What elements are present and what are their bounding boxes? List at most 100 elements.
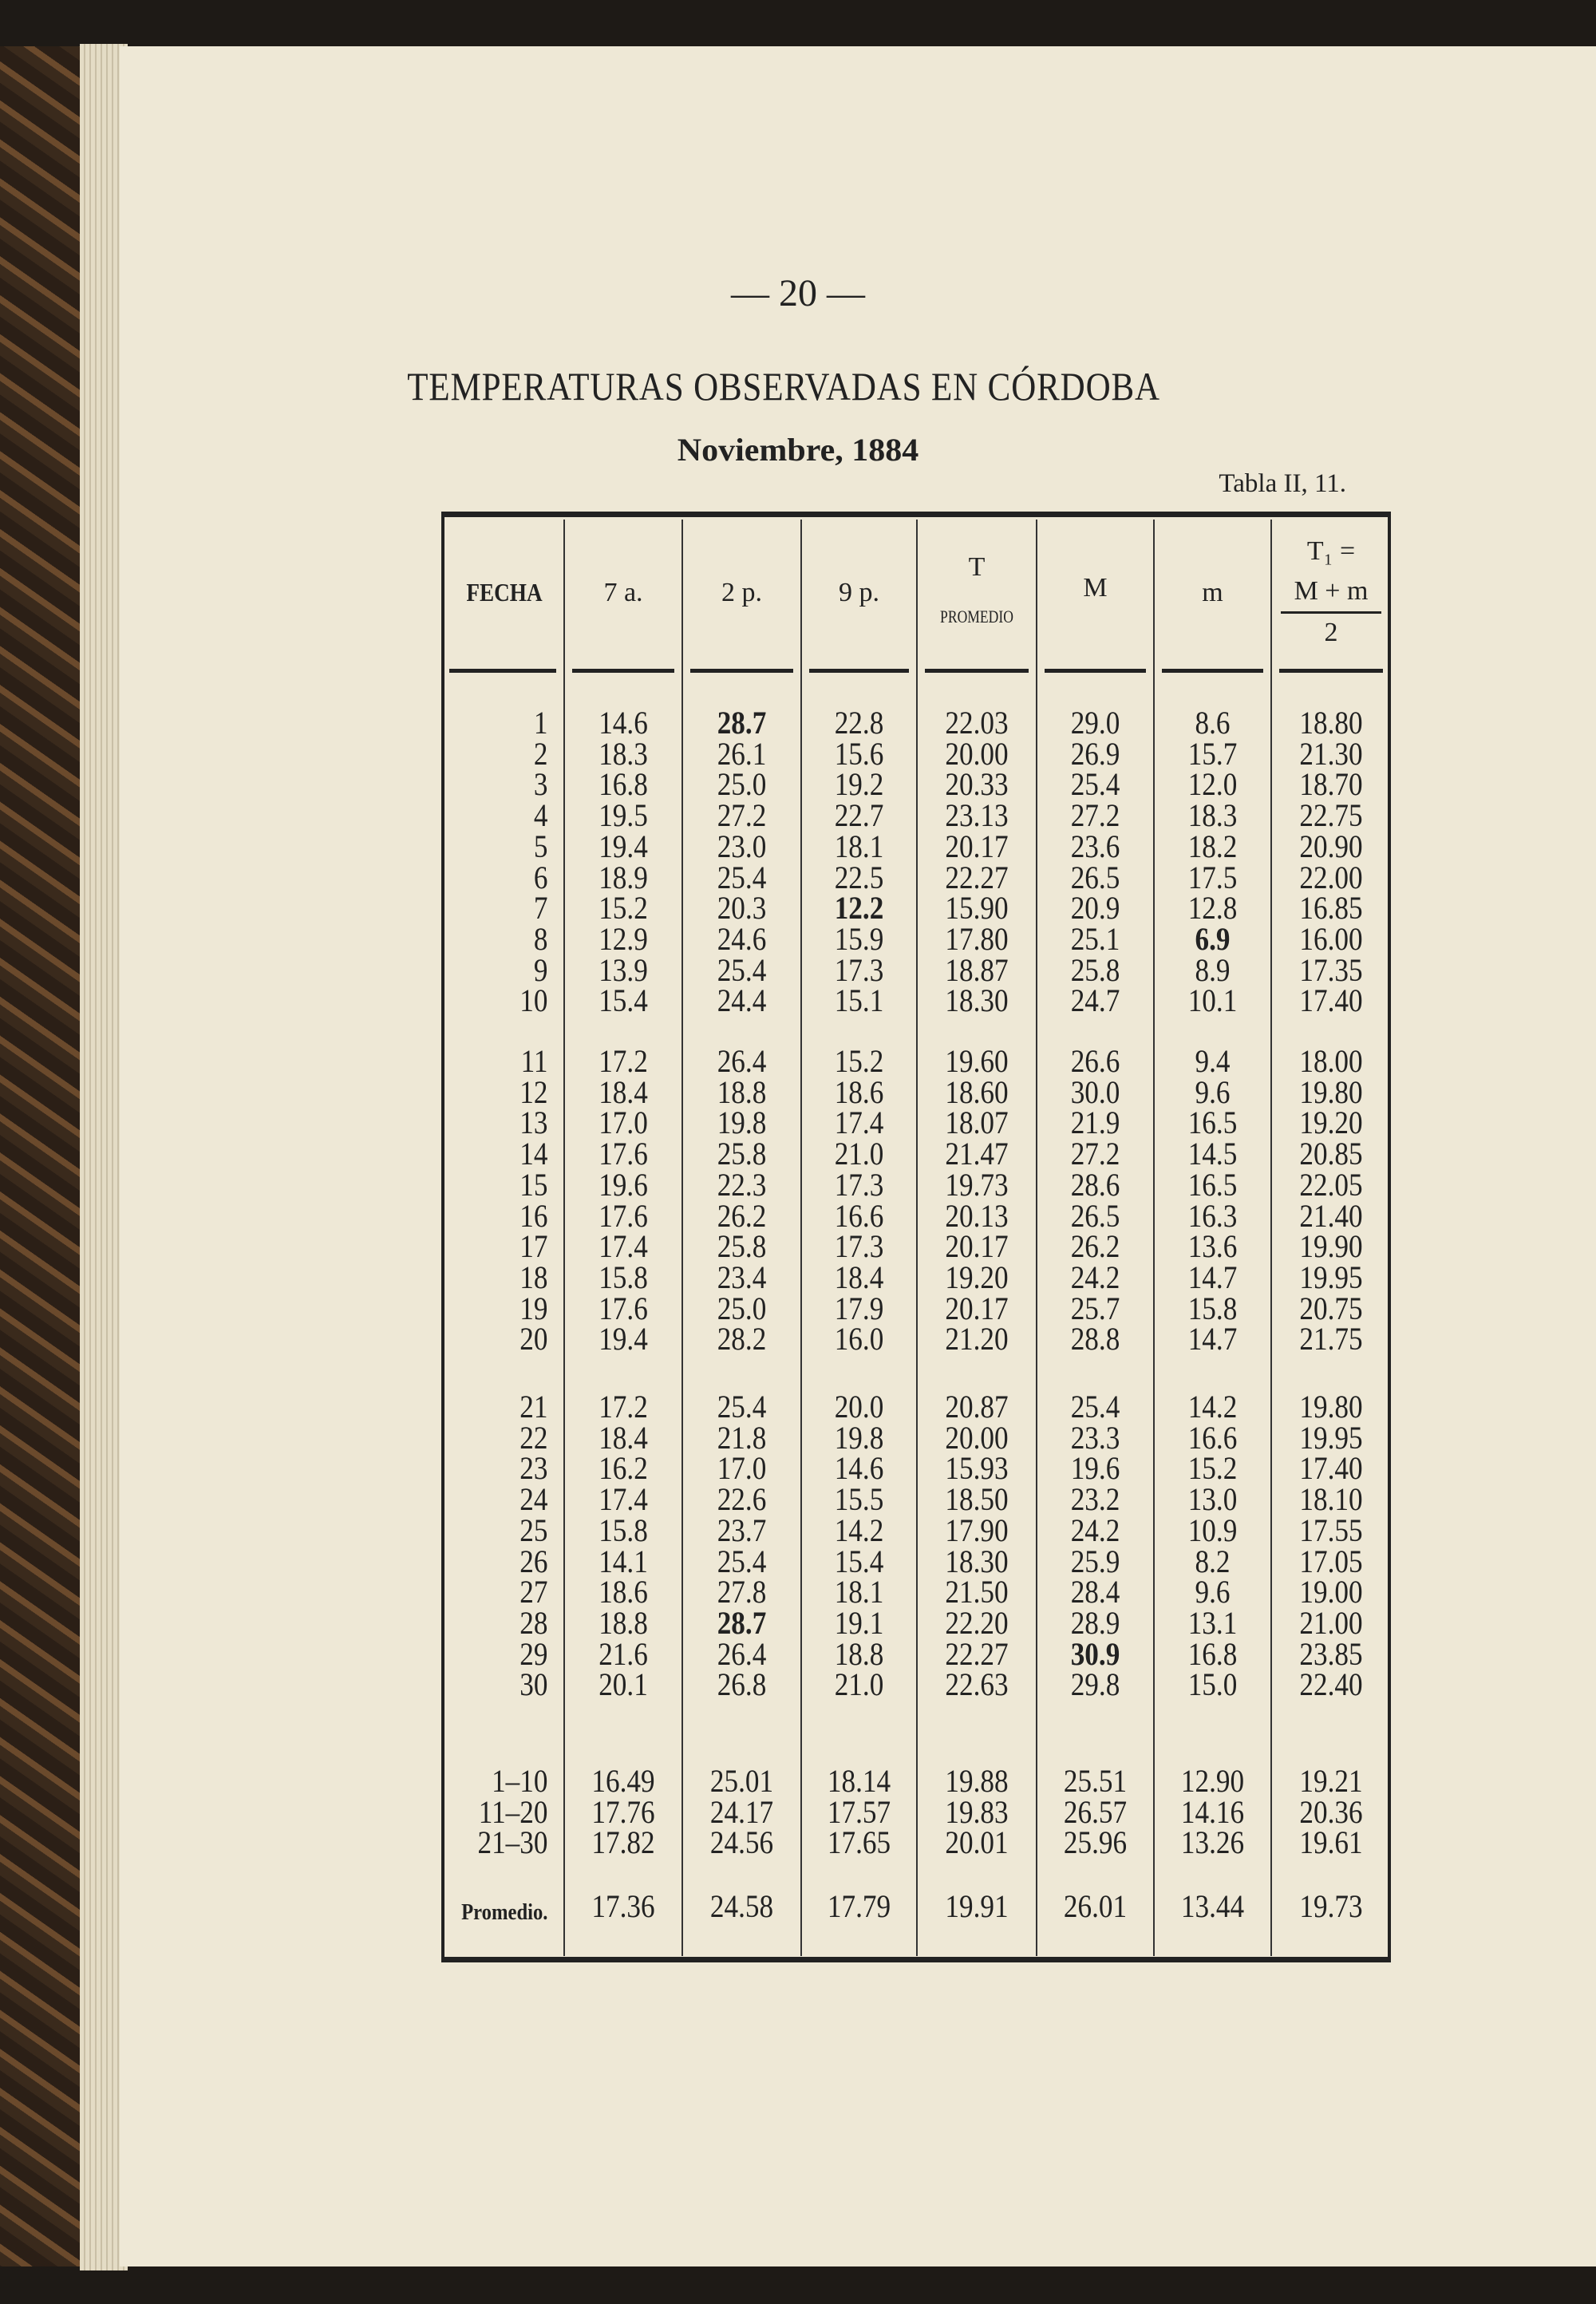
cell-value: 20.17: [945, 1228, 1009, 1264]
cell-value: 19.5: [598, 797, 648, 833]
cell-value: 17.5: [1187, 860, 1238, 895]
cell-value: 19.90: [1299, 1228, 1363, 1264]
cell-value: 21.47: [945, 1136, 1009, 1172]
cell-fecha: 11–20: [478, 1794, 548, 1830]
cell-fecha: 23: [519, 1450, 548, 1486]
cell-value: 28.7: [717, 1605, 767, 1641]
cell-value: 20.75: [1299, 1290, 1363, 1326]
cell-fecha: 11: [520, 1043, 548, 1079]
cell-value: 13.9: [598, 952, 648, 988]
header-9p: 9 p.: [839, 578, 879, 607]
cell-fecha: 16: [519, 1198, 548, 1234]
cell-value: 19.2: [834, 766, 884, 802]
cell-value: 27.2: [1070, 797, 1120, 833]
cell-fecha: Promedio.: [461, 1900, 548, 1925]
cell-value: 18.1: [834, 828, 884, 864]
cell-value: 24.7: [1070, 982, 1120, 1018]
cell-value: 27.2: [1070, 1136, 1120, 1172]
cell-value: 9.4: [1195, 1043, 1231, 1079]
cell-fecha: 3: [533, 766, 548, 802]
cell-value: 26.8: [717, 1666, 767, 1702]
cell-value: 23.0: [717, 828, 767, 864]
cell-value: 25.01: [709, 1763, 774, 1799]
cell-value: 18.07: [945, 1105, 1009, 1140]
cell-value: 17.2: [598, 1043, 648, 1079]
cell-value: 17.6: [598, 1198, 648, 1234]
cell-value: 19.20: [945, 1259, 1009, 1295]
cell-value: 14.16: [1180, 1794, 1245, 1830]
cell-value: 24.2: [1070, 1259, 1120, 1295]
cell-value: 14.6: [598, 705, 648, 741]
cell-value: 13.44: [1180, 1888, 1245, 1924]
cell-value: 19.1: [834, 1605, 884, 1641]
cell-value: 26.5: [1070, 1198, 1120, 1234]
cell-value: 16.85: [1299, 890, 1363, 926]
header-min: m: [1202, 578, 1223, 607]
cell-value: 25.8: [1070, 952, 1120, 988]
cell-value: 17.3: [834, 1228, 884, 1264]
cell-fecha: 26: [519, 1543, 548, 1579]
cell-value: 20.87: [945, 1389, 1009, 1425]
cell-value: 21.20: [945, 1321, 1009, 1357]
cell-value: 18.60: [945, 1074, 1009, 1110]
cell-value: 19.73: [1299, 1888, 1363, 1924]
cell-value: 19.73: [945, 1167, 1009, 1203]
cell-fecha: 15: [519, 1167, 548, 1203]
cell-value: 25.4: [1070, 1389, 1120, 1425]
cell-value: 27.2: [717, 797, 767, 833]
header-rule: [809, 669, 909, 673]
page-title: TEMPERATURAS OBSERVADAS EN CÓRDOBA: [407, 364, 1160, 409]
cell-value: 18.2: [1187, 828, 1238, 864]
cell-value: 23.85: [1299, 1636, 1363, 1672]
cell-value: 26.1: [717, 736, 767, 772]
cell-value: 23.6: [1070, 828, 1120, 864]
cell-value: 15.4: [834, 1543, 884, 1579]
header-rule: [1279, 669, 1383, 673]
cell-value: 14.1: [598, 1543, 648, 1579]
cell-value: 26.5: [1070, 860, 1120, 895]
cell-value: 25.4: [717, 860, 767, 895]
cell-value: 12.90: [1180, 1763, 1245, 1799]
cell-value: 17.76: [591, 1794, 655, 1830]
cell-value: 18.1: [834, 1574, 884, 1610]
cell-value: 15.8: [598, 1259, 648, 1295]
cell-value: 19.95: [1299, 1259, 1363, 1295]
cell-value: 27.8: [717, 1574, 767, 1610]
cell-value: 28.7: [717, 705, 767, 741]
cell-value: 25.7: [1070, 1290, 1120, 1326]
cell-value: 15.5: [834, 1481, 884, 1517]
header-2p: 2 p.: [721, 578, 762, 607]
cell-value: 26.4: [717, 1043, 767, 1079]
column-divider: [563, 520, 565, 1956]
cell-value: 20.3: [717, 890, 767, 926]
cell-value: 22.27: [945, 860, 1009, 895]
cell-value: 19.80: [1299, 1074, 1363, 1110]
cell-value: 16.0: [834, 1321, 884, 1357]
cell-value: 21.30: [1299, 736, 1363, 772]
cell-value: 21.40: [1299, 1198, 1363, 1234]
cell-value: 22.8: [834, 705, 884, 741]
cell-value: 26.2: [717, 1198, 767, 1234]
cell-value: 16.8: [1187, 1636, 1238, 1672]
cell-value: 17.6: [598, 1136, 648, 1172]
cell-value: 18.8: [717, 1074, 767, 1110]
cell-value: 19.6: [598, 1167, 648, 1203]
cell-value: 17.65: [827, 1824, 891, 1860]
cell-value: 15.8: [598, 1512, 648, 1548]
cell-value: 17.90: [945, 1512, 1009, 1548]
cell-fecha: 12: [519, 1074, 548, 1110]
cell-value: 18.00: [1299, 1043, 1363, 1079]
cell-value: 25.4: [1070, 766, 1120, 802]
cell-fecha: 2: [533, 736, 548, 772]
cell-value: 20.9: [1070, 890, 1120, 926]
cell-value: 15.4: [598, 982, 648, 1018]
cell-value: 20.33: [945, 766, 1009, 802]
cell-value: 22.75: [1299, 797, 1363, 833]
cell-value: 17.4: [834, 1105, 884, 1140]
cell-fecha: 14: [519, 1136, 548, 1172]
cell-value: 17.36: [591, 1888, 655, 1924]
cell-fecha: 28: [519, 1605, 548, 1641]
cell-value: 29.8: [1070, 1666, 1120, 1702]
cell-value: 17.2: [598, 1389, 648, 1425]
cell-value: 12.2: [834, 890, 884, 926]
